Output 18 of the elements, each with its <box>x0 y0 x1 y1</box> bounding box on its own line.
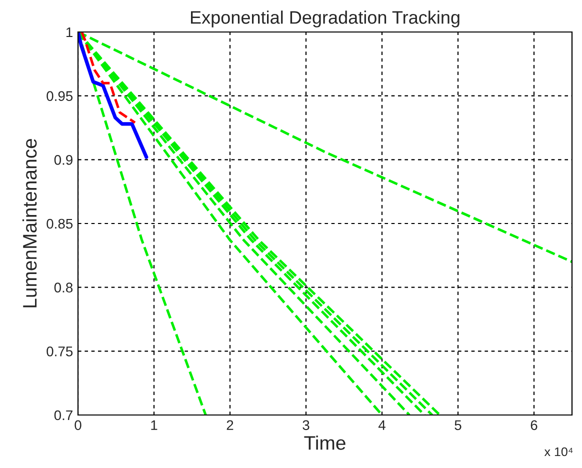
y-tick-label: 1 <box>66 27 72 38</box>
text: x 10⁴ <box>544 447 573 456</box>
y-tick-label: 0.7 <box>54 410 72 420</box>
x-tick-label: 2 <box>226 420 234 430</box>
y-tick-label: 0.85 <box>46 218 73 229</box>
y-tick-label: 0.9 <box>54 155 72 165</box>
y-tick-label: 0.95 <box>46 91 73 102</box>
x-tick-label: 4 <box>378 420 386 430</box>
x-tick-label: 3 <box>302 420 310 430</box>
y-axis-title: LumenMaintenance <box>22 138 37 308</box>
y-tick-label: 0.75 <box>46 346 73 356</box>
chart-title: Exponential Degradation Tracking <box>190 10 460 28</box>
x-axis-title: Time <box>304 436 346 450</box>
x-tick-label: 6 <box>530 420 538 430</box>
y-tick-label: 0.8 <box>54 282 73 293</box>
x-tick-label: 1 <box>151 420 158 430</box>
x-tick-label: 0 <box>74 420 82 430</box>
x-tick-label: 5 <box>454 420 462 430</box>
